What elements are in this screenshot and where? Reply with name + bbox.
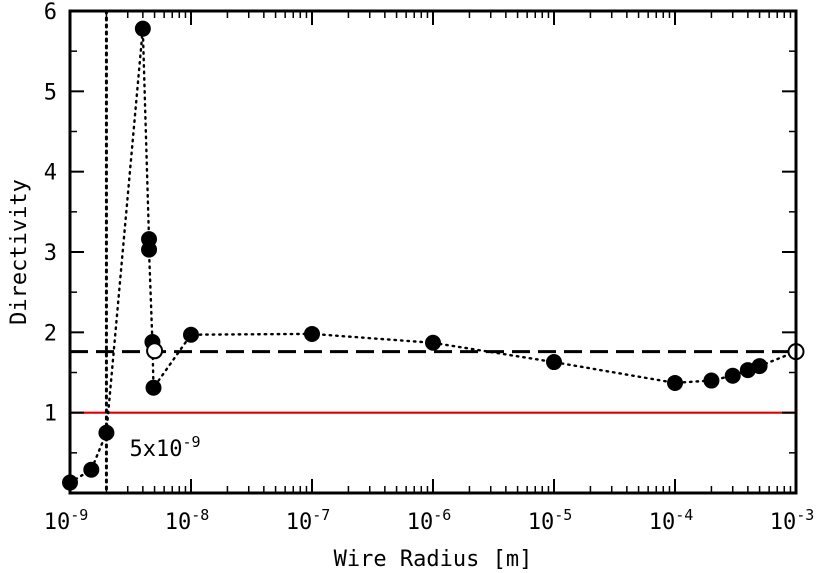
annotation-base: 5x10 (129, 437, 182, 462)
x-tick-label-base: 10 (770, 510, 797, 535)
data-point (98, 424, 115, 441)
x-tick-label-exponent: -4 (675, 506, 693, 524)
y-tick-label: 4 (44, 161, 57, 186)
data-point (724, 367, 741, 384)
x-axis-title: Wire Radius [m] (334, 547, 533, 572)
data-point (304, 325, 320, 342)
annotation-label: 5x10-9 (129, 433, 200, 462)
x-tick-label-base: 10 (649, 510, 676, 535)
series-layer (62, 20, 805, 491)
x-tick-label-base: 10 (407, 510, 434, 535)
reference-lines-layer (70, 9, 796, 495)
x-tick-label: 10-8 (165, 506, 210, 535)
y-tick-label: 3 (44, 241, 57, 266)
y-tick-label: 6 (44, 0, 57, 25)
x-tick-label-exponent: -6 (433, 506, 451, 524)
x-tick-label-exponent: -5 (554, 506, 572, 524)
data-point (145, 379, 162, 396)
x-tick-label: 10-5 (528, 506, 573, 535)
data-point (667, 374, 683, 391)
series-dotted-line (68, 28, 798, 484)
x-tick-label-exponent: -9 (70, 506, 88, 524)
data-point (703, 372, 720, 389)
data-point (183, 326, 199, 343)
x-tick-label-exponent: -7 (312, 506, 330, 524)
data-point (546, 354, 562, 371)
x-tick-label-base: 10 (286, 510, 313, 535)
x-tick-label: 10-3 (770, 506, 815, 535)
x-tick-label: 10-9 (44, 506, 89, 535)
x-tick-label-base: 10 (165, 510, 192, 535)
x-tick-label-exponent: -8 (191, 506, 209, 524)
data-point (83, 461, 100, 478)
x-tick-label-exponent: -3 (796, 506, 814, 524)
x-tick-label: 10-4 (649, 506, 694, 535)
plot-frame (68, 9, 798, 495)
y-tick-label: 2 (44, 321, 57, 346)
data-point (134, 20, 151, 37)
x-tick-label-base: 10 (528, 510, 555, 535)
plot-frame-layer (68, 9, 798, 495)
data-point (751, 358, 768, 375)
annotation-exponent: -9 (182, 433, 200, 451)
x-tick-label: 10-7 (286, 506, 331, 535)
data-point (141, 241, 158, 258)
x-tick-label: 10-6 (407, 506, 452, 535)
y-tick-label: 5 (44, 80, 57, 105)
y-tick-label: 1 (44, 402, 57, 427)
open-data-point (146, 342, 164, 360)
x-tick-label-base: 10 (44, 510, 71, 535)
data-point (425, 334, 441, 351)
y-axis-title: Directivity (7, 179, 32, 325)
